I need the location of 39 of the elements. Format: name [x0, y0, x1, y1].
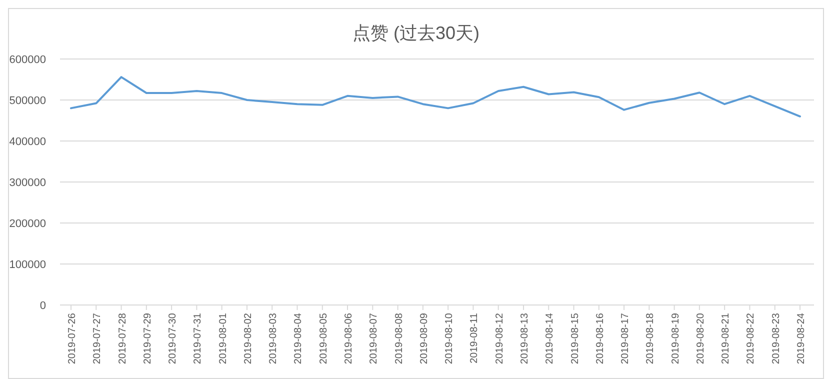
- x-tick-label: 2019-08-04: [293, 312, 304, 364]
- x-tick-label: 2019-08-22: [746, 312, 757, 364]
- x-tick-label: 2019-08-19: [670, 312, 682, 364]
- x-tick-label: 2019-08-13: [519, 312, 530, 364]
- x-tick-label: 2019-08-09: [418, 312, 430, 364]
- x-tick-label: 2019-07-27: [92, 312, 104, 364]
- y-tick-label: 600000: [9, 54, 46, 66]
- chart-title: 点赞 (过去30天): [352, 23, 480, 43]
- x-tick-label: 2019-08-06: [344, 312, 355, 364]
- y-tick-label: 300000: [9, 177, 46, 189]
- line-series: [70, 76, 801, 118]
- x-tick-label: 2019-08-14: [544, 312, 556, 364]
- x-tick-label: 2019-08-07: [368, 312, 380, 364]
- x-tick-label: 2019-08-01: [218, 312, 229, 364]
- x-tick-label: 2019-08-03: [268, 312, 280, 364]
- x-tick-label: 2019-08-05: [318, 312, 330, 364]
- x-tick-label: 2019-08-11: [469, 312, 480, 364]
- x-tick-label: 2019-08-08: [394, 312, 405, 364]
- y-tick-label: 200000: [9, 218, 46, 230]
- x-tick-label: 2019-08-21: [720, 312, 732, 364]
- x-tick-label: 2019-08-17: [620, 312, 632, 364]
- x-tick-label: 2019-08-20: [695, 312, 706, 364]
- x-tick-label: 2019-08-02: [242, 312, 254, 364]
- y-tick-label: 400000: [9, 136, 46, 148]
- x-tick-label: 2019-08-15: [570, 312, 581, 364]
- x-tick-label: 2019-07-26: [67, 312, 78, 364]
- x-tick-label: 2019-08-18: [645, 312, 656, 364]
- x-tick-label: 2019-07-29: [142, 312, 154, 364]
- y-tick-label: 0: [40, 300, 46, 312]
- x-tick-label: 2019-08-24: [796, 312, 807, 364]
- x-tick-label: 2019-07-30: [168, 312, 179, 364]
- x-tick-label: 2019-07-28: [117, 312, 128, 364]
- x-tick-label: 2019-08-23: [770, 312, 782, 364]
- x-tick-label: 2019-08-10: [444, 312, 456, 364]
- x-tick-label: 2019-08-16: [594, 312, 606, 364]
- y-tick-label: 100000: [9, 259, 46, 271]
- y-tick-label: 500000: [9, 95, 46, 107]
- x-tick-label: 2019-07-31: [192, 312, 204, 364]
- x-tick-label: 2019-08-12: [494, 312, 506, 364]
